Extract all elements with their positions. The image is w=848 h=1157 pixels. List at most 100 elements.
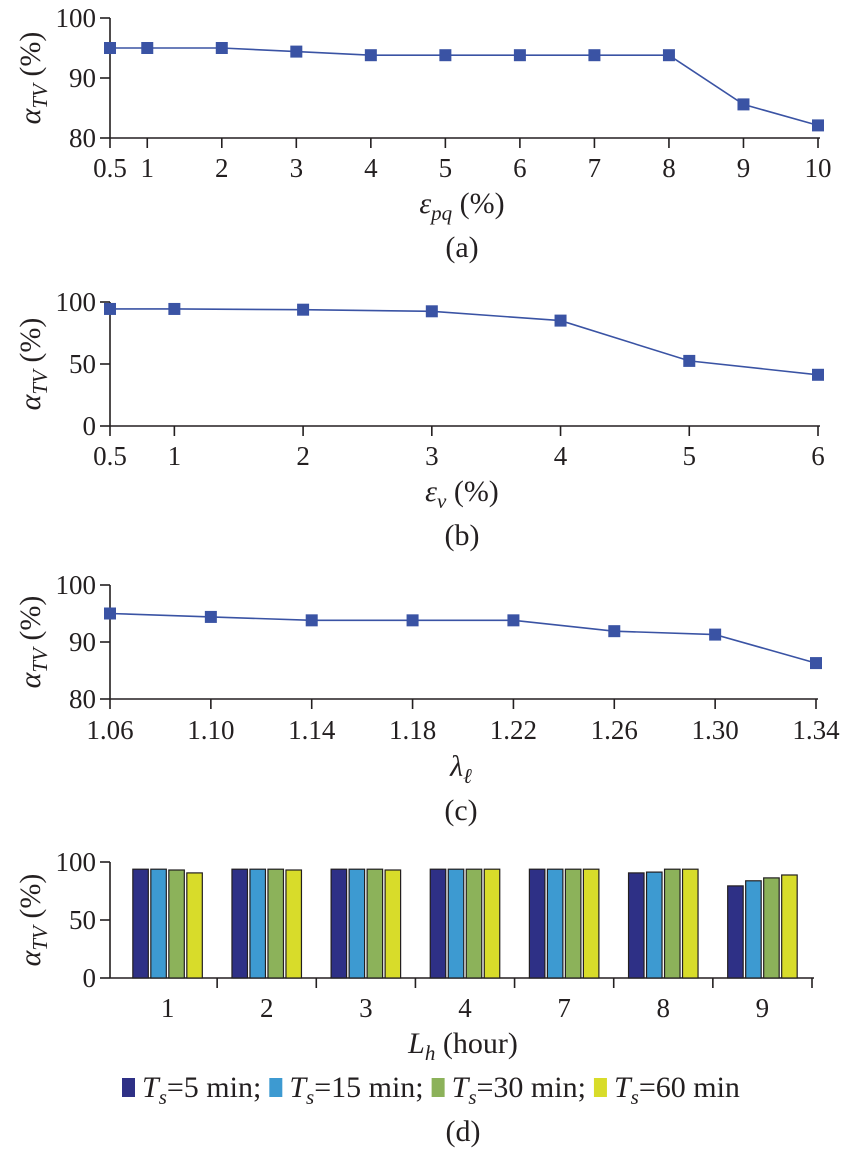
x-tick-label: 5: [439, 153, 453, 183]
x-tick-label: 9: [756, 993, 770, 1023]
data-point: [406, 614, 419, 627]
axis-label-unit: (%): [14, 32, 47, 84]
bar: [564, 868, 582, 979]
axis-label-subscript: TV: [28, 924, 52, 951]
bar: [249, 868, 267, 979]
bar: [150, 868, 167, 979]
x-tick-label: 1.22: [490, 715, 537, 745]
y-tick-label: 0: [83, 411, 97, 441]
y-axis-label: αTV (%): [14, 318, 52, 411]
axis-label-subscript: pq: [429, 201, 453, 225]
legend-item: Ts=5 min;: [122, 1071, 261, 1109]
legend-symbol: T: [452, 1071, 471, 1104]
bar: [231, 868, 249, 979]
axis-label-symbol: α: [14, 107, 47, 124]
data-point: [297, 303, 310, 316]
axis-label-subscript: ℓ: [463, 764, 472, 788]
axis-label-unit: (%): [14, 596, 47, 648]
x-tick-label: 1.26: [591, 715, 638, 745]
y-tick-label: 100: [56, 570, 97, 600]
bar: [727, 885, 744, 979]
series-line: [110, 47, 819, 127]
axis-label-subscript: TV: [28, 368, 52, 395]
data-point: [554, 314, 567, 327]
x-tick-label: 8: [662, 153, 676, 183]
data-point: [141, 42, 154, 54]
bar: [366, 868, 384, 979]
axis-label-subscript: v: [437, 489, 447, 513]
data-point: [204, 610, 217, 623]
axis-label-symbol: α: [14, 671, 47, 688]
series-line: [110, 308, 819, 376]
data-point: [104, 42, 116, 54]
bar: [267, 868, 285, 979]
x-axis-label: εv (%): [425, 475, 499, 513]
axis-label-unit: (%): [14, 874, 47, 926]
x-tick-label: 1: [168, 441, 182, 471]
axis-label-subscript: h: [425, 1041, 436, 1065]
axis-label-symbol: α: [14, 949, 47, 966]
axis-label-symbol: ε: [425, 475, 437, 508]
x-tick-label: 0.5: [93, 441, 127, 471]
y-tick-label: 50: [69, 905, 96, 935]
bar: [645, 871, 663, 979]
y-tick-label: 0: [83, 963, 97, 993]
bar: [781, 874, 798, 979]
bar: [681, 868, 699, 979]
legend-swatch: [593, 1078, 607, 1097]
bar: [384, 869, 402, 979]
data-point: [513, 49, 526, 62]
legend-text: =60 min: [639, 1071, 740, 1104]
bar: [465, 868, 483, 979]
y-tick-label: 90: [69, 63, 96, 93]
data-point: [810, 657, 822, 670]
axis-label-unit: (%): [446, 475, 498, 508]
legend-item: Ts=60 min: [593, 1071, 740, 1109]
legend-subscript: s: [468, 1085, 476, 1109]
data-point: [588, 49, 601, 62]
legend-symbol: T: [142, 1071, 161, 1104]
data-point: [812, 119, 824, 132]
legend-text: =15 min;: [314, 1071, 423, 1104]
axis-label-unit: (hour): [435, 1027, 517, 1060]
x-tick-label: 4: [458, 993, 472, 1023]
bar: [168, 869, 185, 979]
bar: [429, 868, 447, 979]
legend-subscript: s: [159, 1085, 167, 1109]
axis-label-unit: (%): [14, 318, 47, 370]
legend-label: Ts=15 min;: [289, 1071, 423, 1109]
axis-label-subscript: TV: [28, 82, 52, 109]
x-tick-label: 0.5: [93, 153, 127, 183]
axis-label-unit: (%): [452, 187, 504, 220]
axis-label-symbol: ε: [419, 187, 431, 220]
y-tick-label: 80: [69, 123, 96, 153]
x-axis-label: Lh (hour): [407, 1027, 518, 1065]
y-tick-label: 100: [56, 3, 97, 33]
x-tick-label: 1.18: [389, 715, 436, 745]
x-tick-label: 5: [683, 441, 697, 471]
data-point: [104, 302, 116, 315]
bar: [582, 868, 600, 979]
x-tick-label: 1: [161, 993, 175, 1023]
bar: [330, 868, 348, 979]
x-tick-label: 6: [811, 441, 825, 471]
data-point: [662, 49, 675, 62]
y-tick-label: 100: [56, 287, 97, 317]
legend-text: =5 min;: [167, 1071, 261, 1104]
legend-swatch: [431, 1078, 445, 1097]
legend-label: Ts=60 min: [614, 1071, 740, 1109]
data-point: [439, 49, 452, 62]
x-axis-label: λℓ: [449, 750, 472, 788]
data-point: [364, 49, 377, 62]
y-axis-label: αTV (%): [14, 596, 52, 689]
x-tick-label: 1.34: [792, 715, 840, 745]
legend-symbol: T: [614, 1071, 633, 1104]
x-tick-label: 3: [425, 441, 439, 471]
bar: [447, 868, 465, 979]
panel-caption: (c): [444, 794, 477, 827]
series-line: [109, 612, 817, 664]
panel-caption: (b): [445, 519, 480, 552]
